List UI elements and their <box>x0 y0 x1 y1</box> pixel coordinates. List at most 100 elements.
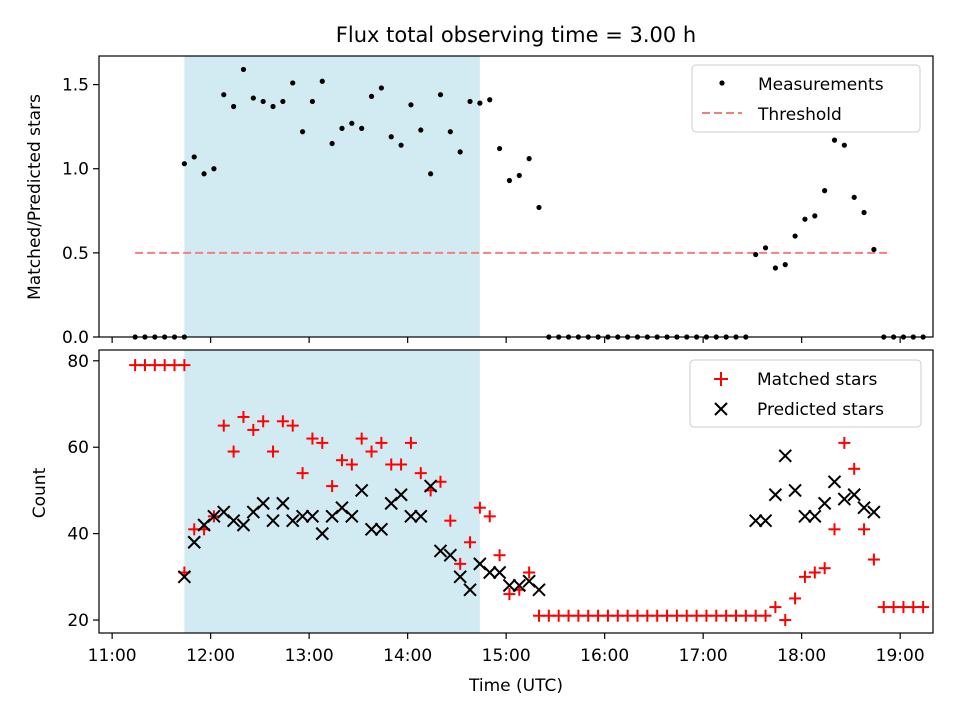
matched-star-point <box>759 609 772 622</box>
predicted-star-point <box>187 535 201 549</box>
y-tick-label: 1.0 <box>62 160 89 180</box>
predicted-star-stroke <box>217 505 231 519</box>
y-tick-label: 1.5 <box>62 76 89 96</box>
matched-star-point <box>345 458 358 471</box>
bottom-axes-frame <box>98 349 934 634</box>
bottom-legend-box <box>689 359 922 428</box>
predicted-star-stroke <box>758 513 773 528</box>
measurement-point <box>526 156 532 162</box>
legend-matched-label: Matched stars <box>757 370 877 390</box>
measurement-point <box>467 98 473 105</box>
x-axis-label: Time (UTC) <box>468 676 563 696</box>
x-tick-label: 11:00 <box>88 646 137 666</box>
predicted-star-stroke <box>354 483 369 498</box>
measurement-point <box>221 92 227 98</box>
predicted-star-point <box>867 505 881 519</box>
predicted-star-point <box>483 565 497 580</box>
predicted-star-point <box>276 496 290 511</box>
matched-star-point <box>178 359 191 372</box>
x-tick-label: 17:00 <box>679 646 728 666</box>
legend-threshold-label: Threshold <box>757 105 842 125</box>
predicted-star-point <box>463 583 477 597</box>
y-tick-label: 40 <box>67 525 89 545</box>
chart-title: Flux total observing time = 3.00 h <box>336 23 696 47</box>
matched-star-point <box>237 410 250 423</box>
x-tick-label: 19:00 <box>876 646 925 666</box>
matched-star-point <box>473 501 486 514</box>
predicted-star-point <box>758 513 773 528</box>
predicted-star-point <box>177 570 192 584</box>
measurement-point <box>359 125 365 131</box>
top-observing-window <box>184 56 480 337</box>
predicted-star-stroke <box>463 583 477 597</box>
predicted-star-point <box>226 513 241 528</box>
measurement-point <box>290 80 296 86</box>
predicted-star-point <box>837 492 852 506</box>
measurement-point <box>477 100 483 106</box>
x-tick-label: 15:00 <box>482 646 531 666</box>
measurement-point <box>181 161 187 167</box>
legend-predicted-marker <box>714 402 728 416</box>
predicted-star-stroke <box>374 522 389 537</box>
predicted-star-point <box>492 565 507 580</box>
y-tick-label: 20 <box>67 611 89 631</box>
predicted-star-stroke <box>345 509 359 524</box>
predicted-star-point <box>827 475 842 489</box>
legend-matched-marker <box>714 372 728 386</box>
matched-star-point <box>335 454 348 467</box>
predicted-star-stroke <box>433 544 448 558</box>
predicted-star-stroke <box>286 513 300 528</box>
matched-star-point <box>276 415 289 428</box>
predicted-star-point <box>404 509 418 524</box>
predicted-star-stroke <box>266 513 280 528</box>
predicted-star-stroke <box>453 570 467 584</box>
matched-star-point <box>828 523 841 536</box>
predicted-star-stroke <box>305 509 320 524</box>
predicted-star-stroke <box>817 496 832 511</box>
measurement-point <box>506 177 513 184</box>
predicted-star-stroke <box>522 574 536 588</box>
predicted-star-point <box>414 509 428 524</box>
predicted-star-point <box>433 544 448 558</box>
matched-star-point <box>257 415 270 428</box>
predicted-star-stroke <box>315 526 329 541</box>
measurement-point <box>329 140 335 147</box>
matched-star-point <box>818 562 831 575</box>
measurement-point <box>388 134 394 140</box>
predicted-star-stroke <box>414 509 428 524</box>
bottom-x-axis: 11:00 12:00 13:00 14:00 15:00 16:00 17:00 18:00… <box>88 633 925 666</box>
x-tick-label: 16:00 <box>580 646 629 666</box>
predicted-star-point <box>266 513 280 528</box>
matched-star-point <box>917 601 930 614</box>
matched-star-point <box>286 419 299 432</box>
matched-star-point <box>444 514 457 527</box>
measurement-point <box>792 233 798 239</box>
predicted-star-point <box>532 583 546 597</box>
predicted-star-stroke <box>827 475 842 489</box>
matched-star-point <box>217 419 230 432</box>
predicted-star-stroke <box>394 488 408 502</box>
measurement-point <box>841 142 847 148</box>
legend-predicted-label: Predicted stars <box>757 400 884 420</box>
measurement-point <box>408 102 414 108</box>
x-tick-label: 13:00 <box>285 646 334 666</box>
top-legend: Measurements Threshold <box>691 64 921 133</box>
measurement-point <box>339 125 345 131</box>
matched-star-point <box>434 475 447 488</box>
y-tick-label: 80 <box>67 352 89 372</box>
matched-star-point <box>365 445 378 458</box>
measurement-point <box>270 103 276 110</box>
predicted-star-stroke <box>837 492 852 506</box>
matched-star-point <box>404 436 417 449</box>
measurement-point <box>822 188 828 194</box>
predicted-star-stroke <box>532 583 546 597</box>
matched-star-point <box>464 536 477 549</box>
measurement-point <box>802 216 808 222</box>
predicted-star-point <box>808 509 822 524</box>
measurement-point <box>753 251 759 258</box>
predicted-star-point <box>236 518 251 532</box>
predicted-star-point <box>768 488 783 502</box>
measurement-point <box>418 127 424 133</box>
measurement-point <box>447 129 453 135</box>
measurement-point <box>368 93 375 99</box>
